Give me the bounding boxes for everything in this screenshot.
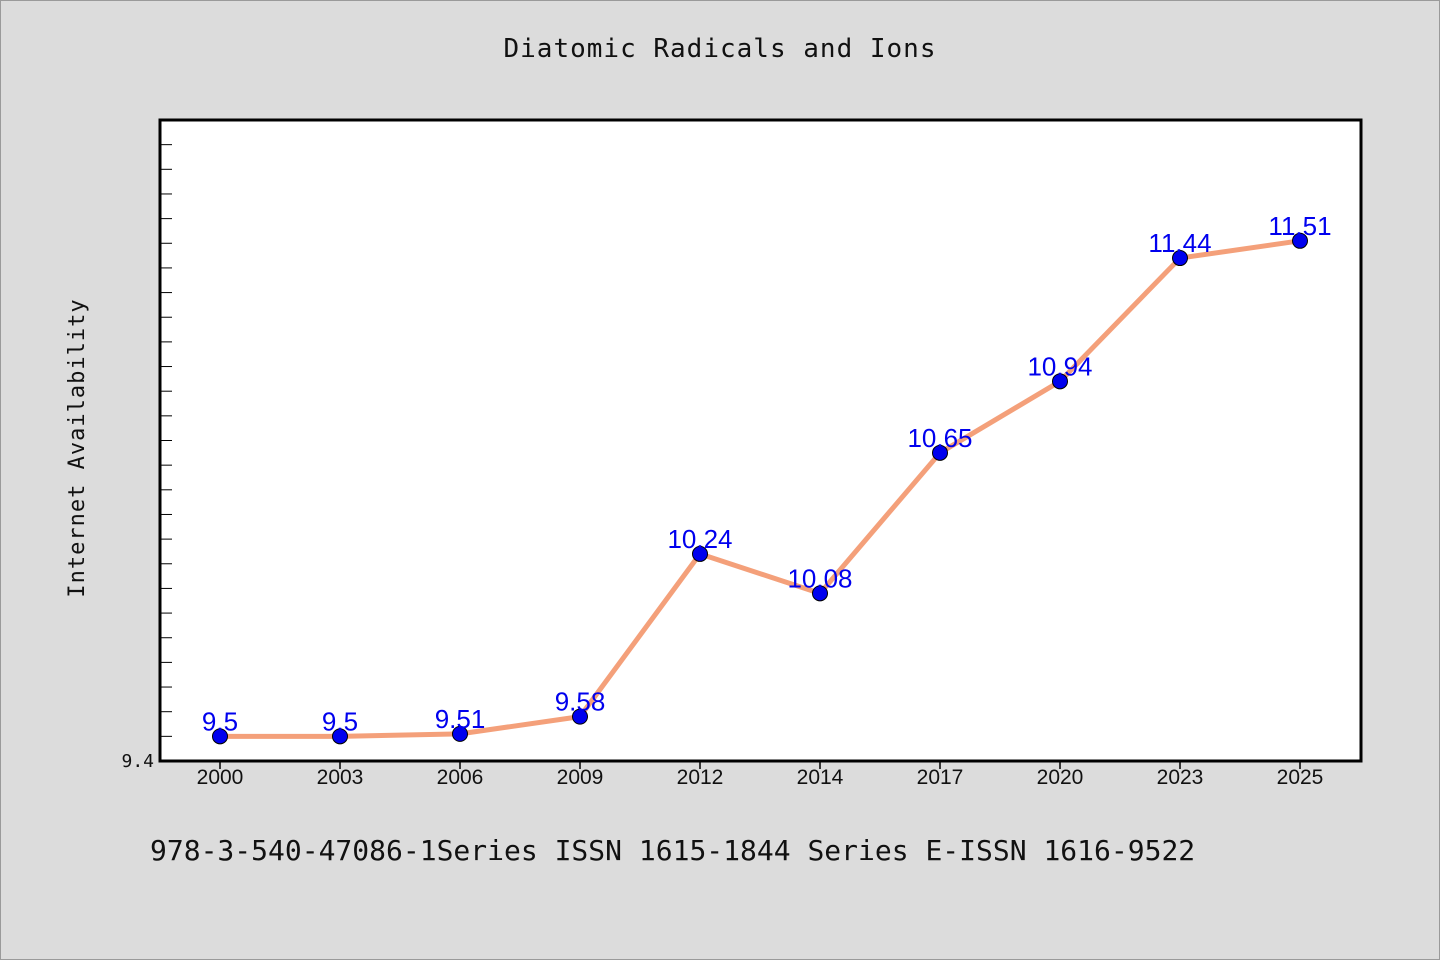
data-label: 10.65 xyxy=(907,423,972,453)
x-tick-label: 2025 xyxy=(1277,766,1324,789)
y-tick-label: 9.4 xyxy=(121,751,154,772)
x-tick-label: 2000 xyxy=(197,766,244,789)
data-label: 10.24 xyxy=(667,524,732,554)
chart-title: Diatomic Radicals and Ions xyxy=(503,34,937,64)
x-tick-label: 2012 xyxy=(677,766,724,789)
x-tick-label: 2020 xyxy=(1037,766,1084,789)
data-point xyxy=(1172,250,1188,267)
data-label: 10.08 xyxy=(787,563,852,593)
data-label: 9.5 xyxy=(322,706,358,736)
x-tick-label: 2009 xyxy=(557,766,604,789)
x-tick-label: 2017 xyxy=(917,766,964,789)
data-point xyxy=(572,708,588,725)
series-line xyxy=(220,238,1301,739)
data-label: 9.58 xyxy=(555,687,606,717)
data-label: 11.51 xyxy=(1268,211,1331,241)
x-tick-label: 2006 xyxy=(437,766,484,789)
data-point xyxy=(932,444,948,461)
data-point xyxy=(1052,373,1068,390)
x-tick-label: 2003 xyxy=(317,766,364,789)
data-label: 10.94 xyxy=(1027,351,1092,381)
data-point xyxy=(812,585,828,602)
x-tick-label: 2023 xyxy=(1157,766,1204,789)
plot-area xyxy=(158,118,1363,763)
data-label: 11.44 xyxy=(1148,228,1211,258)
data-point xyxy=(212,728,228,745)
data-point xyxy=(1292,232,1308,249)
data-point xyxy=(692,545,708,562)
data-point xyxy=(452,725,468,742)
x-tick-label: 2014 xyxy=(797,766,844,789)
data-label: 9.5 xyxy=(202,706,238,736)
data-label: 9.51 xyxy=(435,704,486,734)
footer-text: 978-3-540-47086-1Series ISSN 1615-1844 S… xyxy=(150,834,1196,867)
y-axis-label: Internet Availability xyxy=(65,298,90,597)
data-point xyxy=(332,728,348,745)
